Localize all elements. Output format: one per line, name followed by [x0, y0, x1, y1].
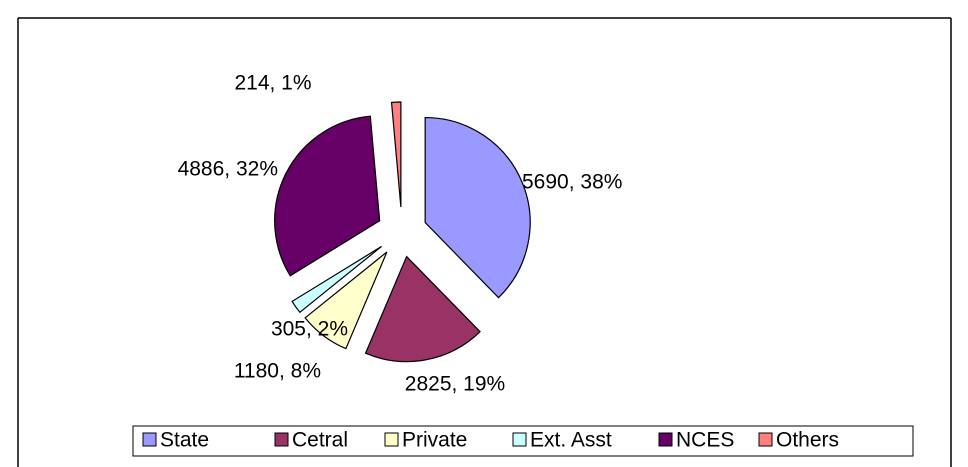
legend-label: Others: [776, 429, 839, 452]
legend-swatch: [274, 432, 289, 447]
data-label: 305, 2%: [271, 318, 348, 341]
legend-swatch: [658, 432, 673, 447]
pie-slice: [424, 116, 531, 299]
data-label: 4886, 32%: [178, 158, 278, 181]
data-label: 5690, 38%: [522, 171, 622, 194]
legend-swatch: [758, 432, 773, 447]
legend-label: Cetral: [292, 429, 348, 452]
pie-slice: [274, 115, 381, 277]
legend-label: NCES: [676, 429, 734, 452]
legend-label: Ext. Asst: [530, 429, 612, 452]
pie-slice: [364, 255, 481, 363]
pie-slice: [291, 245, 382, 314]
legend-swatch: [512, 432, 527, 447]
legend-swatch: [142, 432, 157, 447]
pie-slice: [304, 251, 388, 350]
pie-slice: [390, 101, 402, 208]
legend-label: State: [160, 429, 209, 452]
data-label: 214, 1%: [234, 72, 311, 95]
legend-label: Private: [402, 429, 467, 452]
legend-swatch: [384, 432, 399, 447]
data-label: 2825, 19%: [405, 373, 505, 396]
data-label: 1180, 8%: [234, 360, 321, 383]
